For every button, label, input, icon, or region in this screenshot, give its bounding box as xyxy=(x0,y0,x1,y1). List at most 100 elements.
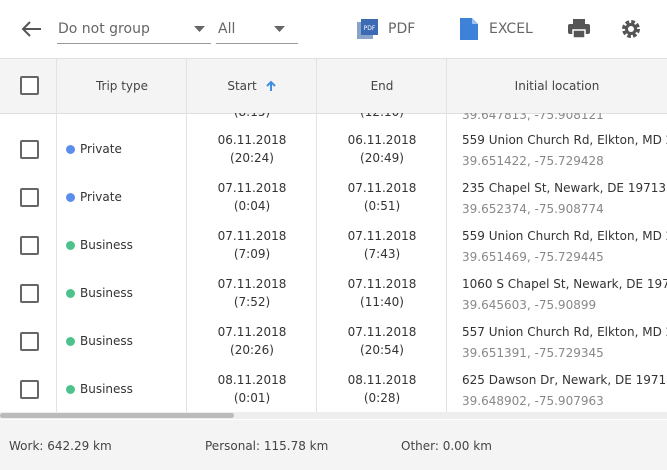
start-time: (0:04) xyxy=(233,199,271,213)
trip-type: Business xyxy=(66,332,133,350)
table-row[interactable]: Business 07.11.2018 (7:09) 07.11.2018 (7:43)… xyxy=(0,221,667,269)
start-time: (8:15) xyxy=(187,113,317,121)
type-dot xyxy=(66,145,75,154)
end-time: (11:40) xyxy=(360,295,404,309)
table-header: Trip type Start End Initial location xyxy=(0,58,667,114)
coordinates: 39.645603, -75.90899 xyxy=(462,298,597,312)
start-date: 07.11.2018 xyxy=(217,229,287,243)
coordinates: 39.648902, -75.907963 xyxy=(462,394,604,408)
trip-type: Business xyxy=(66,380,133,398)
underline xyxy=(216,43,298,44)
start-date: 07.11.2018 xyxy=(217,325,287,339)
end-time: (0:28) xyxy=(363,391,401,405)
settings-icon[interactable] xyxy=(620,18,642,40)
start-time: (7:09) xyxy=(233,247,271,261)
pdf-button[interactable]: PDF xyxy=(388,21,416,37)
end-date: 07.11.2018 xyxy=(347,325,417,339)
table-row[interactable]: Private 07.11.2018 (0:04) 07.11.2018 (0:51) 2… xyxy=(0,173,667,221)
dropdown-arrow xyxy=(194,26,205,32)
type-dot xyxy=(66,193,75,202)
address: 559 Union Church Rd, Elkton, MD 219 xyxy=(462,133,667,147)
start-time: (20:24) xyxy=(230,151,274,165)
column-divider xyxy=(316,113,317,412)
sort-icon[interactable] xyxy=(265,80,277,92)
column-divider xyxy=(186,59,187,113)
type-label: Business xyxy=(80,382,133,396)
row-checkbox[interactable] xyxy=(20,140,39,159)
start-date: 07.11.2018 xyxy=(217,277,287,291)
address: 559 Union Church Rd, Elkton, MD 219 xyxy=(462,229,667,243)
start-date: 08.11.2018 xyxy=(217,373,287,387)
address: 1060 S Chapel St, Newark, DE 19702, xyxy=(462,277,667,291)
start-date: 07.11.2018 xyxy=(217,181,287,195)
pdf-icon[interactable]: PDF xyxy=(357,19,379,39)
footer: Work: 642.29 km Personal: 115.78 km Othe… xyxy=(0,420,667,470)
personal-total: Personal: 115.78 km xyxy=(205,439,329,453)
type-label: Business xyxy=(80,334,133,348)
select-all-checkbox[interactable] xyxy=(20,76,39,95)
trip-type: Business xyxy=(66,236,133,254)
underline xyxy=(57,43,211,44)
start-date: 06.11.2018 xyxy=(217,133,287,147)
end-time: (7:43) xyxy=(363,247,401,261)
work-total: Work: 642.29 km xyxy=(9,439,112,453)
start-time: (20:26) xyxy=(230,343,274,357)
end-time: (20:49) xyxy=(360,151,404,165)
type-dot xyxy=(66,241,75,250)
type-label: Private xyxy=(80,142,122,156)
row-checkbox[interactable] xyxy=(20,188,39,207)
type-label: Private xyxy=(80,190,122,204)
scrollbar-track xyxy=(0,412,667,419)
end-date: 07.11.2018 xyxy=(347,181,417,195)
table-row[interactable]: Business 07.11.2018 (20:26) 07.11.2018 (20:5… xyxy=(0,317,667,365)
column-divider xyxy=(186,113,187,412)
column-header[interactable]: Trip type xyxy=(95,79,149,93)
coordinates: 39.651422, -75.729428 xyxy=(462,154,604,168)
coordinates: 39.651469, -75.729445 xyxy=(462,250,604,264)
end-time: (12:10) xyxy=(317,113,447,121)
table-body: (8:15)(12:10) 39.647813, -75.908121 Privat… xyxy=(0,113,667,412)
filter-select[interactable]: All xyxy=(218,21,236,37)
row-checkbox[interactable] xyxy=(20,236,39,255)
end-date: 07.11.2018 xyxy=(347,277,417,291)
coordinates: 39.652374, -75.908774 xyxy=(462,202,604,216)
address: 625 Dawson Dr, Newark, DE 19713, C xyxy=(462,373,667,387)
excel-icon[interactable] xyxy=(460,18,478,40)
row-checkbox[interactable] xyxy=(20,380,39,399)
type-dot xyxy=(66,337,75,346)
column-header[interactable]: Start xyxy=(187,59,317,113)
column-divider xyxy=(316,59,317,113)
other-total: Other: 0.00 km xyxy=(401,439,492,453)
address: 557 Union Church Rd, Elkton, MD 219 xyxy=(462,325,667,339)
coordinates: 39.651391, -75.729345 xyxy=(462,346,604,360)
type-label: Business xyxy=(80,238,133,252)
svg-text:PDF: PDF xyxy=(364,25,376,32)
column-divider xyxy=(446,113,447,412)
dropdown-arrow xyxy=(274,26,285,32)
trip-type: Private xyxy=(66,188,122,206)
table-row[interactable]: Business 08.11.2018 (0:01) 08.11.2018 (0:28)… xyxy=(0,365,667,412)
row-checkbox[interactable] xyxy=(20,332,39,351)
print-icon[interactable] xyxy=(568,19,590,39)
type-label: Business xyxy=(80,286,133,300)
trip-type: Business xyxy=(66,284,133,302)
column-header[interactable]: End xyxy=(370,79,394,93)
scrollbar-thumb[interactable] xyxy=(0,413,234,418)
type-dot xyxy=(66,385,75,394)
back-button[interactable] xyxy=(20,19,44,39)
column-divider xyxy=(446,59,447,113)
excel-button[interactable]: EXCEL xyxy=(489,21,533,37)
start-time: (0:01) xyxy=(233,391,271,405)
end-date: 07.11.2018 xyxy=(347,229,417,243)
end-time: (0:51) xyxy=(363,199,401,213)
column-header[interactable]: Initial location xyxy=(514,79,600,93)
row-checkbox[interactable] xyxy=(20,284,39,303)
start-time: (7:52) xyxy=(233,295,271,309)
end-date: 06.11.2018 xyxy=(347,133,417,147)
column-divider xyxy=(56,113,57,412)
group-select[interactable]: Do not group xyxy=(58,21,150,37)
table-row[interactable]: Private 06.11.2018 (20:24) 06.11.2018 (20:49… xyxy=(0,125,667,173)
table-row[interactable]: Business 07.11.2018 (7:52) 07.11.2018 (11:40… xyxy=(0,269,667,317)
type-dot xyxy=(66,289,75,298)
